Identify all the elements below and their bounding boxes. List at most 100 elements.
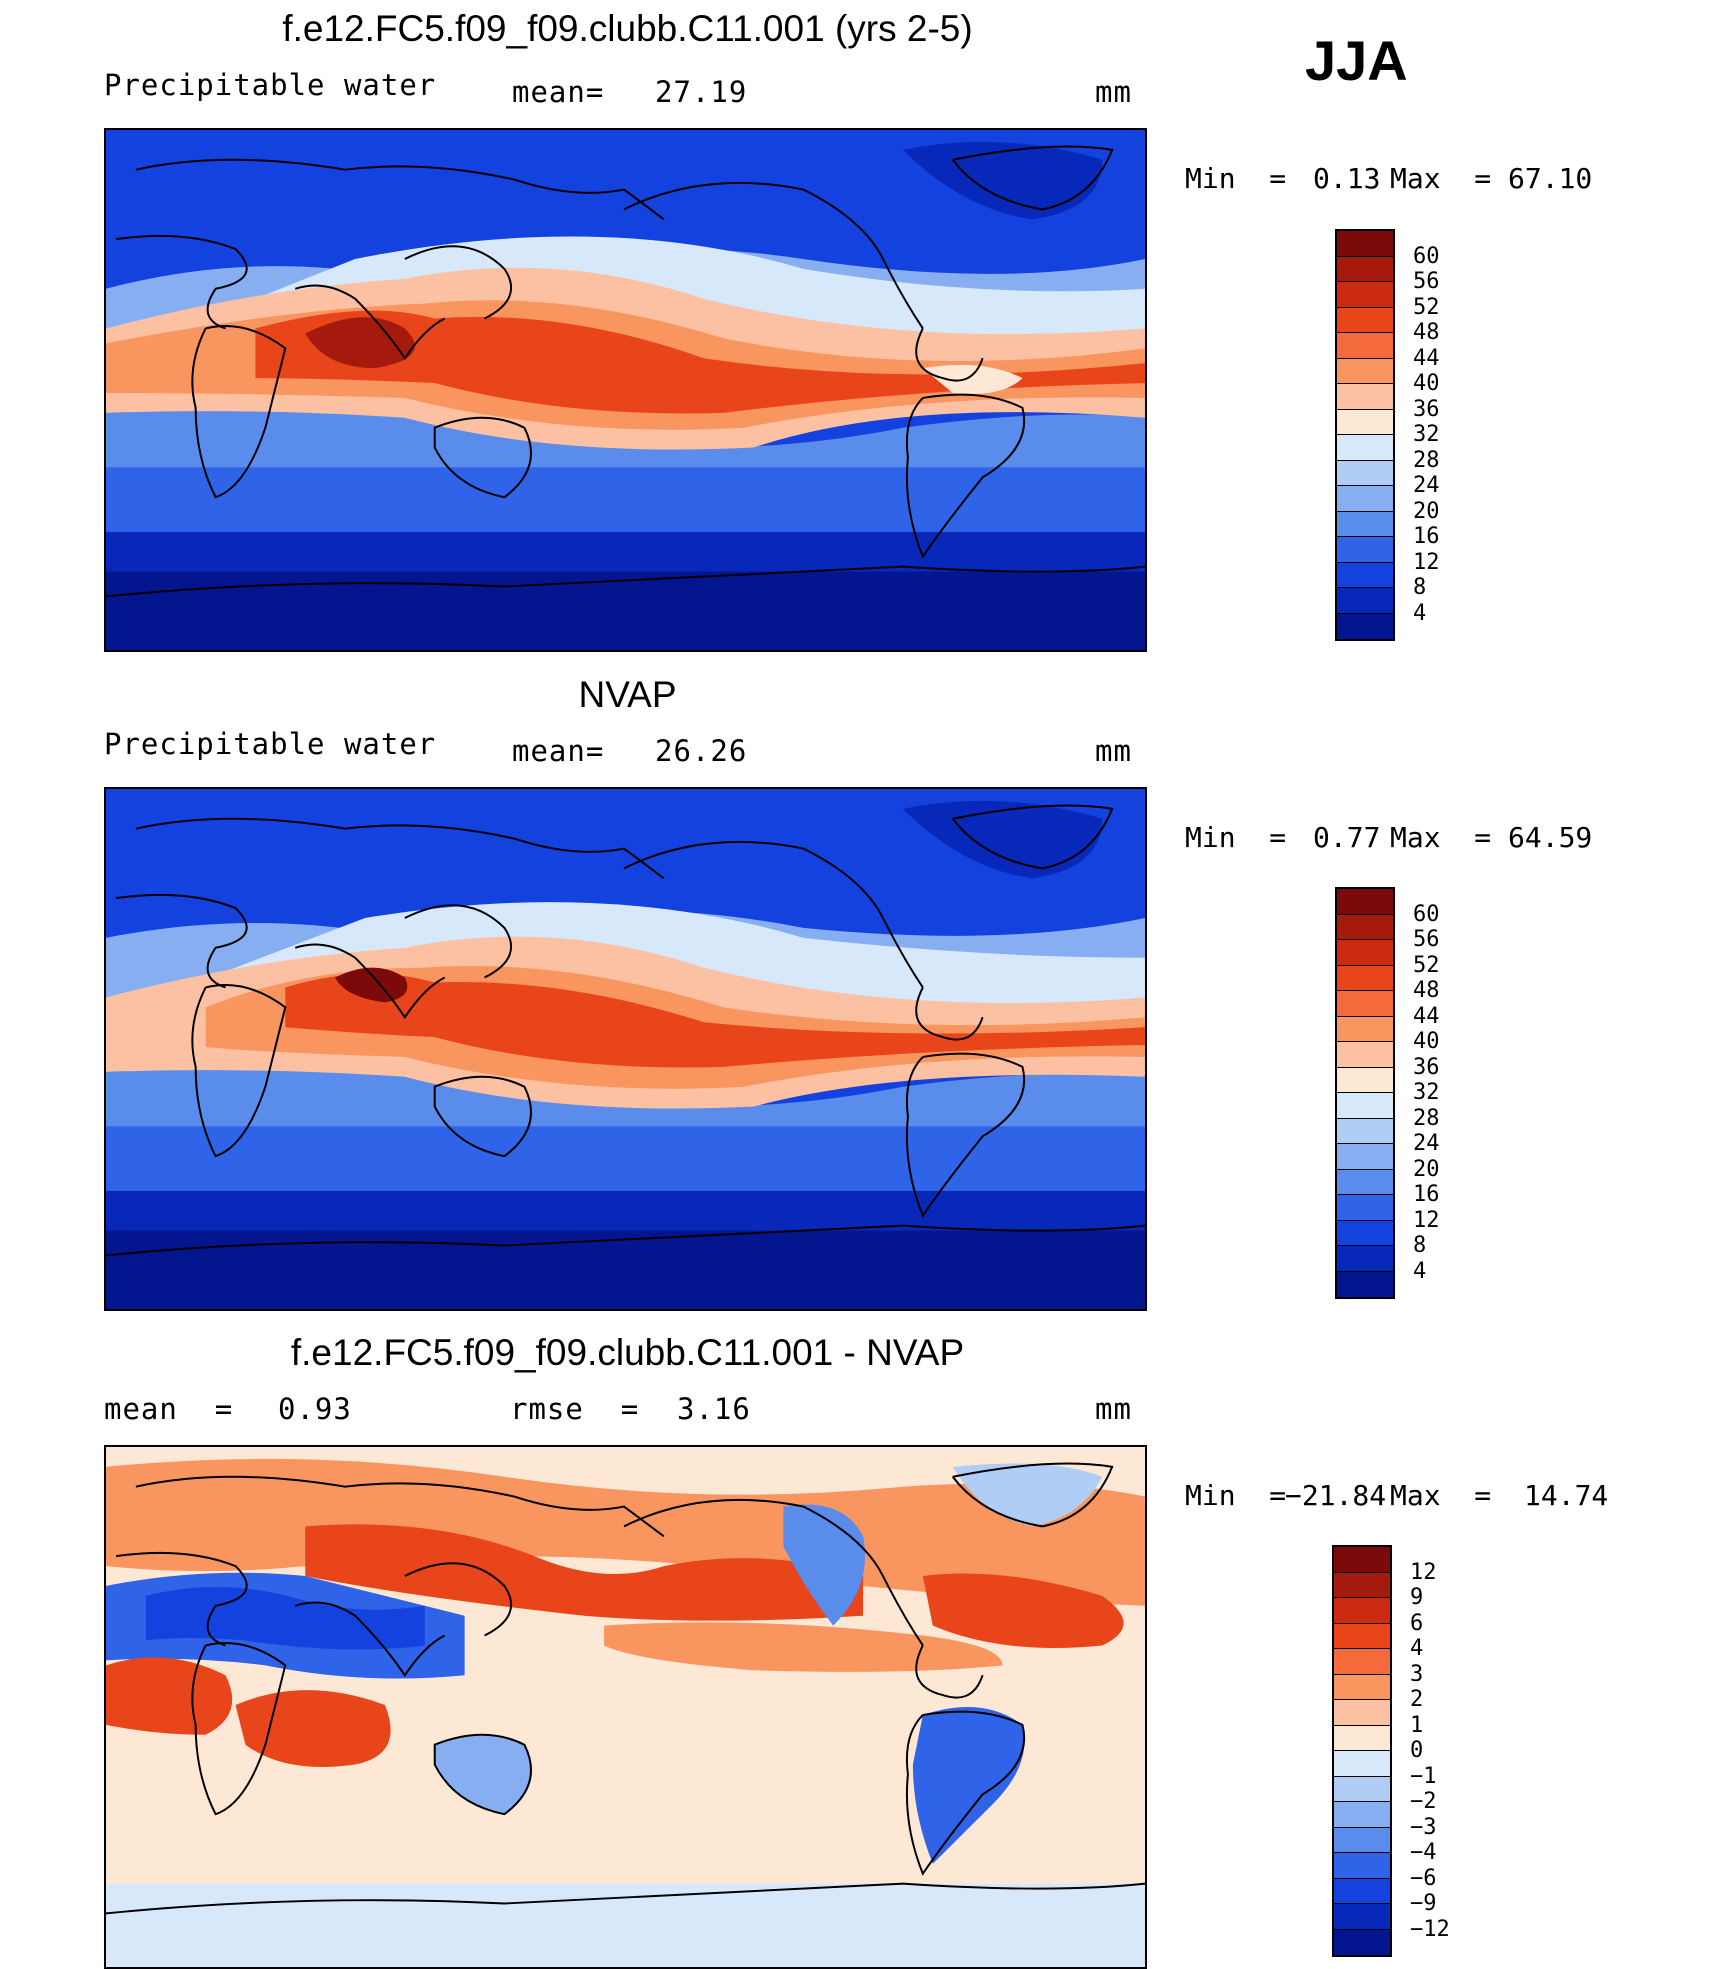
- colorbar-swatch: [1337, 358, 1393, 384]
- colorbar-swatch: [1334, 1776, 1390, 1802]
- panel2-colorbar: [1335, 887, 1395, 1299]
- colorbar-tick-label: 56: [1413, 269, 1440, 294]
- panel2-title: NVAP: [578, 674, 677, 715]
- colorbar-tick-label: −4: [1410, 1840, 1437, 1865]
- panel3-coastlines: [106, 1462, 1145, 1915]
- colorbar-tick-label: 44: [1413, 1003, 1440, 1029]
- panel2-min-value: 0.77: [1313, 821, 1381, 854]
- season-label: JJA: [1305, 29, 1408, 92]
- panel3-title: f.e12.FC5.f09_f09.clubb.C11.001 - NVAP: [290, 1332, 965, 1373]
- colorbar-swatch: [1337, 384, 1393, 410]
- panel2-map: [104, 787, 1147, 1311]
- colorbar-swatch: [1337, 256, 1393, 282]
- colorbar-swatch: [1337, 889, 1393, 915]
- colorbar-tick-label: 28: [1413, 447, 1440, 473]
- colorbar-tick-label: 48: [1413, 978, 1440, 1003]
- colorbar-swatch: [1337, 1144, 1393, 1170]
- colorbar-swatch: [1334, 1649, 1390, 1675]
- colorbar-tick-label: −12: [1410, 1916, 1450, 1942]
- panel3-map: [104, 1445, 1147, 1969]
- colorbar-tick-label: 9: [1410, 1585, 1424, 1610]
- colorbar-tick-label: 8: [1413, 575, 1427, 600]
- panel2-mean-value: 26.26: [655, 734, 748, 768]
- colorbar-swatch: [1337, 588, 1393, 614]
- colorbar-tick-label: 20: [1413, 498, 1440, 524]
- colorbar-tick-label: 20: [1413, 1156, 1440, 1182]
- colorbar-tick-label: 48: [1413, 320, 1440, 345]
- colorbar-swatch: [1337, 333, 1393, 359]
- panel2-variable: Precipitable water: [104, 727, 437, 761]
- panel3-mean-value: 0.93: [278, 1392, 352, 1426]
- panel1-colorbar: [1335, 229, 1395, 641]
- colorbar-swatch: [1337, 1271, 1393, 1297]
- colorbar-tick-label: 2: [1410, 1687, 1424, 1712]
- colorbar-tick-label: −2: [1410, 1789, 1437, 1814]
- colorbar-swatch: [1334, 1878, 1390, 1904]
- colorbar-swatch: [1334, 1572, 1390, 1598]
- colorbar-tick-label: −1: [1410, 1763, 1437, 1789]
- colorbar-tick-label: 4: [1413, 600, 1427, 626]
- colorbar-tick-label: 4: [1410, 1636, 1424, 1661]
- colorbar-tick-label: 36: [1413, 1054, 1440, 1080]
- colorbar-swatch: [1337, 282, 1393, 308]
- colorbar-swatch: [1337, 1169, 1393, 1195]
- colorbar-tick-label: −3: [1410, 1814, 1437, 1840]
- colorbar-swatch: [1334, 1623, 1390, 1649]
- colorbar-swatch: [1337, 1093, 1393, 1119]
- colorbar-tick-label: 52: [1413, 294, 1440, 320]
- colorbar-tick-label: 60: [1413, 901, 1440, 927]
- panel3-units: mm: [1095, 1392, 1132, 1426]
- panel3-rmse-value: 3.16: [677, 1392, 751, 1426]
- panel2-max-label: Max =: [1390, 821, 1492, 854]
- colorbar-tick-label: 24: [1413, 1131, 1440, 1156]
- colorbar-tick-label: 16: [1413, 1182, 1440, 1207]
- colorbar-swatch: [1337, 914, 1393, 940]
- panel3-contour-field: [106, 1447, 1145, 1967]
- panel1-min-label: Min =: [1185, 162, 1287, 195]
- colorbar-swatch: [1337, 460, 1393, 486]
- colorbar-tick-label: 3: [1410, 1661, 1424, 1687]
- panel2-min-label: Min =: [1185, 821, 1287, 854]
- colorbar-tick-label: 32: [1413, 1080, 1440, 1105]
- colorbar-swatch: [1337, 1246, 1393, 1272]
- panel1-max-label: Max =: [1390, 162, 1492, 195]
- colorbar-swatch: [1337, 511, 1393, 537]
- panel3-mean-label: mean =: [104, 1392, 234, 1426]
- colorbar-swatch: [1337, 307, 1393, 333]
- colorbar-swatch: [1334, 1547, 1390, 1573]
- colorbar-tick-label: 12: [1413, 549, 1440, 575]
- panel1-title: f.e12.FC5.f09_f09.clubb.C11.001 (yrs 2-5…: [282, 8, 973, 49]
- panel1-min-value: 0.13: [1313, 162, 1381, 195]
- colorbar-swatch: [1334, 1598, 1390, 1624]
- colorbar-swatch: [1334, 1853, 1390, 1879]
- panel2-units: mm: [1095, 734, 1132, 768]
- colorbar-tick-label: 8: [1413, 1233, 1427, 1258]
- colorbar-swatch: [1337, 1042, 1393, 1068]
- colorbar-swatch: [1334, 1802, 1390, 1828]
- colorbar-swatch: [1334, 1700, 1390, 1726]
- panel2-contour-field: [106, 789, 1145, 1309]
- colorbar-swatch: [1337, 409, 1393, 435]
- colorbar-swatch: [1337, 613, 1393, 639]
- colorbar-swatch: [1337, 940, 1393, 966]
- colorbar-tick-label: −9: [1410, 1891, 1437, 1916]
- colorbar-tick-label: 36: [1413, 396, 1440, 422]
- panel2-mean-label: mean=: [512, 734, 605, 768]
- colorbar-swatch: [1337, 991, 1393, 1017]
- colorbar-swatch: [1334, 1904, 1390, 1930]
- colorbar-swatch: [1337, 1220, 1393, 1246]
- panel3-rmse-label: rmse =: [510, 1392, 640, 1426]
- panel3-colorbar: [1332, 1545, 1392, 1957]
- colorbar-tick-label: 44: [1413, 345, 1440, 371]
- panel1-max-value: 67.10: [1508, 162, 1593, 195]
- panel2-coastlines: [106, 804, 1145, 1257]
- panel1-units: mm: [1095, 75, 1132, 109]
- colorbar-swatch: [1337, 562, 1393, 588]
- panel1-coastlines: [106, 145, 1145, 598]
- colorbar-swatch: [1337, 1016, 1393, 1042]
- colorbar-swatch: [1337, 435, 1393, 461]
- colorbar-swatch: [1337, 486, 1393, 512]
- colorbar-tick-label: −6: [1410, 1865, 1437, 1891]
- colorbar-swatch: [1334, 1827, 1390, 1853]
- colorbar-tick-label: 60: [1413, 243, 1440, 269]
